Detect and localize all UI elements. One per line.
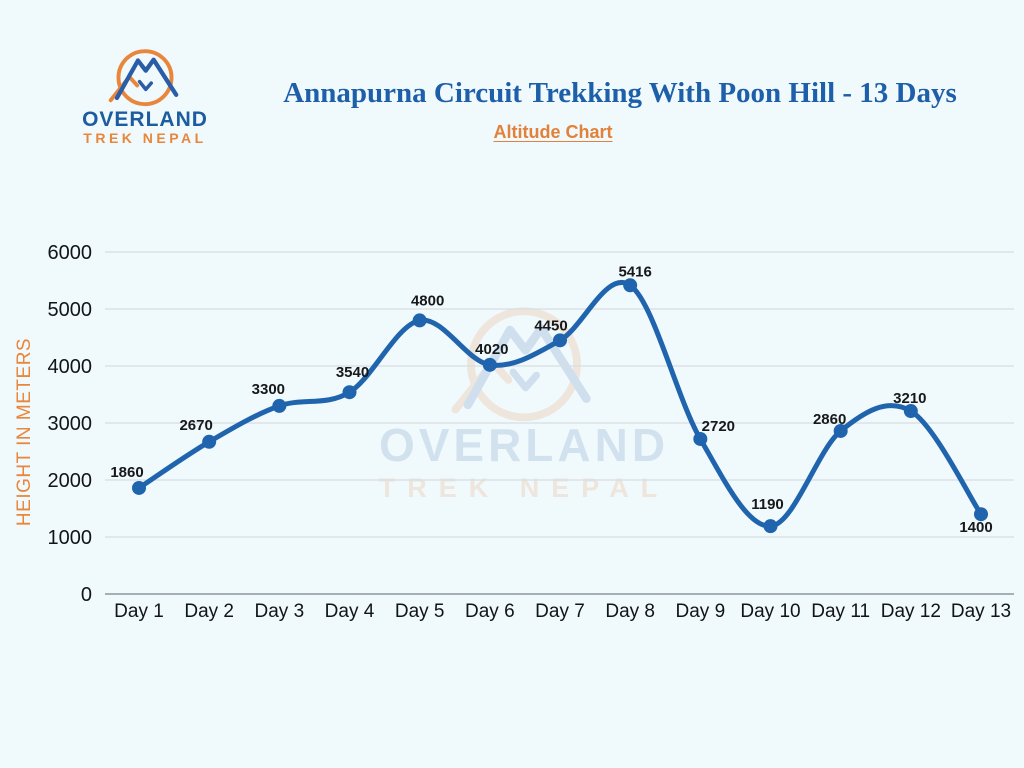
- data-point: [833, 423, 848, 438]
- y-tick-label: 3000: [48, 413, 93, 435]
- x-tick-label: Day 2: [184, 601, 234, 622]
- x-tick-label: Day 13: [951, 601, 1011, 622]
- y-tick-label: 1000: [48, 527, 93, 549]
- data-point-label: 5416: [618, 263, 651, 280]
- x-tick-label: Day 6: [465, 601, 515, 622]
- data-point: [132, 480, 146, 495]
- data-point: [693, 431, 708, 446]
- data-point: [342, 385, 357, 400]
- x-tick-label: Day 10: [740, 601, 800, 622]
- data-point-label: 1860: [110, 464, 143, 481]
- data-point-label: 1400: [959, 519, 992, 536]
- y-gridlines: [105, 251, 1014, 595]
- overland-logo: OVERLAND TREK NEPAL: [75, 48, 215, 147]
- logo-text-trek-nepal: TREK NEPAL: [83, 130, 207, 146]
- data-point-label: 1190: [751, 496, 784, 513]
- data-point: [272, 398, 287, 413]
- data-points: [132, 278, 989, 534]
- data-point: [482, 357, 497, 372]
- page-title: Annapurna Circuit Trekking With Poon Hil…: [283, 77, 957, 109]
- data-point-labels: 1860 2670 3300 3540 4800 4020 4450 5416 2720 1190…: [110, 263, 992, 536]
- altitude-chart-link[interactable]: Altitude Chart: [493, 122, 613, 142]
- data-point-label: 4020: [475, 341, 508, 358]
- data-point-label: 3540: [336, 364, 369, 381]
- x-tick-label: Day 4: [325, 601, 375, 622]
- data-point-label: 2670: [179, 417, 212, 434]
- data-point: [763, 519, 778, 534]
- x-tick-labels: Day 1 Day 2 Day 3 Day 4 Day 5 Day 6 Day 7 Day 8…: [114, 601, 1011, 622]
- x-tick-label: Day 1: [114, 601, 164, 622]
- x-tick-label: Day 3: [255, 601, 305, 622]
- data-point-label: 3300: [252, 381, 285, 398]
- data-point: [412, 313, 427, 328]
- x-tick-label: Day 12: [881, 601, 941, 622]
- watermark-text-trek-nepal: TREK NEPAL: [379, 473, 670, 503]
- x-tick-label: Day 11: [811, 601, 870, 622]
- y-tick-label: 0: [81, 584, 92, 606]
- y-tick-label: 2000: [48, 470, 93, 492]
- y-tick-labels: 0 1000 2000 3000 4000 5000 6000: [48, 242, 93, 606]
- data-point: [974, 507, 989, 522]
- data-point: [202, 434, 217, 449]
- data-point: [553, 333, 568, 348]
- x-tick-label: Day 5: [395, 601, 445, 622]
- data-point-label: 2860: [813, 411, 846, 428]
- data-point-label: 3210: [893, 390, 926, 407]
- x-tick-label: Day 8: [605, 601, 655, 622]
- data-point-label: 4800: [411, 292, 444, 309]
- y-axis-title: HEIGHT IN METERS: [14, 338, 35, 526]
- y-tick-label: 5000: [48, 299, 93, 321]
- x-tick-label: Day 7: [535, 601, 585, 622]
- watermark-text-overland: OVERLAND: [379, 419, 669, 471]
- data-point-label: 4450: [534, 317, 567, 334]
- logo-text-overland: OVERLAND: [82, 108, 208, 131]
- x-tick-label: Day 9: [676, 601, 726, 622]
- y-tick-label: 4000: [48, 356, 93, 378]
- y-tick-label: 6000: [48, 242, 93, 264]
- data-point-label: 2720: [702, 418, 735, 435]
- data-point: [623, 278, 638, 293]
- data-point: [903, 404, 918, 419]
